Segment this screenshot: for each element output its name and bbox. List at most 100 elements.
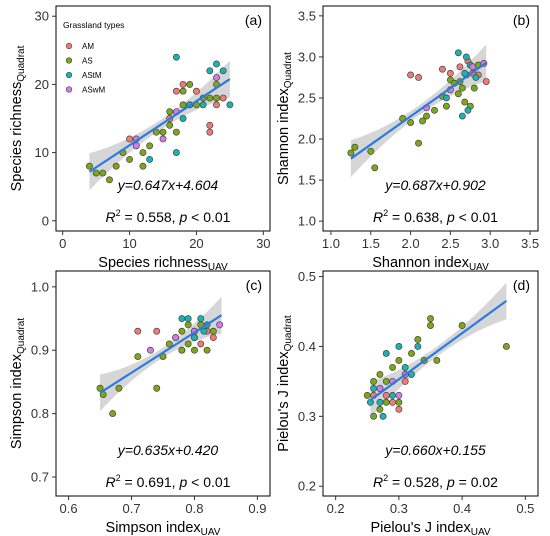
y-axis-title: Simpson indexQuadrat bbox=[9, 318, 27, 449]
data-point bbox=[200, 327, 208, 335]
data-point bbox=[99, 169, 107, 177]
data-point bbox=[178, 327, 186, 335]
data-point bbox=[206, 94, 214, 102]
panel-d: 0.2 0.3 0.4 0.5 0.2 0.3 0.4 0.5 Pielou's J index… bbox=[276, 269, 539, 536]
x-tick-label: 0.2 bbox=[327, 501, 345, 516]
x-tick-label: 20 bbox=[189, 236, 203, 251]
x-tick-label: 1.5 bbox=[362, 236, 380, 251]
data-point bbox=[438, 65, 446, 73]
data-point bbox=[376, 398, 384, 406]
panel-border bbox=[322, 270, 539, 497]
data-point bbox=[126, 135, 134, 143]
x-axis-title: Simpson indexUAV bbox=[106, 520, 221, 536]
data-point bbox=[197, 315, 205, 322]
data-point bbox=[371, 164, 379, 172]
legend-label: AStM bbox=[82, 71, 102, 80]
panel-label: (c) bbox=[246, 277, 262, 293]
data-point bbox=[146, 346, 154, 354]
data-point bbox=[92, 169, 100, 177]
data-point bbox=[106, 176, 113, 184]
panel-border bbox=[322, 5, 539, 232]
data-point bbox=[153, 384, 161, 392]
panel-label: (b) bbox=[513, 12, 530, 28]
fit-statistics: R2 = 0.638, p < 0.01 bbox=[373, 208, 498, 225]
data-point bbox=[191, 334, 198, 341]
y-tick-label: 0.5 bbox=[298, 269, 316, 284]
data-point bbox=[213, 101, 220, 109]
data-point bbox=[199, 101, 207, 109]
data-point bbox=[347, 149, 355, 157]
legend: Grassland types AM AS AStM ASwM bbox=[63, 20, 124, 95]
data-point bbox=[414, 343, 422, 350]
x-axis-title: Species richnessUAV bbox=[98, 255, 228, 273]
data-point bbox=[132, 142, 140, 150]
legend-label: ASwM bbox=[82, 86, 105, 95]
data-point bbox=[389, 363, 397, 371]
data-point bbox=[370, 377, 378, 385]
data-point bbox=[159, 128, 167, 136]
data-point bbox=[502, 343, 510, 350]
y-tick-label: 1.0 bbox=[31, 279, 49, 294]
data-point bbox=[139, 162, 147, 170]
data-point bbox=[213, 94, 220, 102]
regression-equation: y=0.687x+0.902 bbox=[384, 177, 486, 193]
data-point bbox=[427, 315, 434, 322]
data-point bbox=[184, 315, 192, 322]
data-point bbox=[139, 149, 147, 157]
data-point bbox=[213, 60, 220, 68]
data-point bbox=[370, 384, 378, 392]
legend-swatch bbox=[65, 71, 73, 79]
x-tick-label: 10 bbox=[122, 236, 136, 251]
data-point bbox=[85, 162, 93, 170]
data-point bbox=[389, 398, 397, 406]
data-point bbox=[172, 149, 180, 157]
regression-line bbox=[350, 61, 487, 160]
data-point bbox=[172, 334, 180, 341]
y-tick-label: 0.9 bbox=[31, 343, 49, 358]
data-point bbox=[219, 67, 227, 75]
data-point bbox=[382, 398, 390, 406]
data-point bbox=[456, 63, 464, 71]
regression-equation: y=0.647x+4.604 bbox=[117, 177, 219, 193]
data-point bbox=[179, 87, 187, 95]
data-point bbox=[414, 336, 422, 343]
data-point bbox=[458, 84, 466, 92]
y-tick-label: 2.5 bbox=[298, 90, 316, 105]
data-point bbox=[433, 356, 441, 364]
data-point bbox=[115, 384, 123, 392]
data-point bbox=[442, 94, 450, 102]
x-tick-label: 3.0 bbox=[481, 236, 499, 251]
data-point bbox=[395, 405, 403, 413]
data-point bbox=[226, 101, 234, 109]
data-point bbox=[219, 94, 227, 102]
y-tick-label: 0.7 bbox=[31, 469, 49, 484]
y-tick-label: 1.0 bbox=[298, 214, 316, 229]
y-axis-title: Species richnessQuadrat bbox=[9, 45, 27, 191]
data-point bbox=[462, 53, 470, 61]
data-point bbox=[431, 106, 438, 114]
data-point bbox=[454, 49, 462, 57]
panel-label: (a) bbox=[245, 12, 262, 28]
data-point bbox=[112, 162, 120, 170]
regression-line bbox=[369, 300, 508, 401]
data-point bbox=[206, 67, 214, 75]
data-point bbox=[458, 322, 466, 329]
y-tick-label: 3.0 bbox=[298, 49, 316, 64]
data-point bbox=[401, 377, 409, 385]
data-point bbox=[370, 412, 378, 420]
data-point bbox=[191, 346, 198, 354]
data-point bbox=[134, 353, 142, 361]
data-point bbox=[179, 101, 187, 109]
data-point bbox=[166, 121, 174, 129]
x-tick-label: 0.5 bbox=[516, 501, 534, 516]
data-point bbox=[407, 119, 415, 127]
data-point bbox=[472, 73, 480, 81]
regression-line bbox=[88, 78, 231, 173]
panel-border bbox=[55, 270, 271, 497]
data-point bbox=[464, 106, 472, 114]
panel-b: 1.0 1.5 2.0 2.5 3.0 3.5 1.0 1.5 2.0 2.5 3.0 3.5 Shan… bbox=[276, 5, 539, 273]
legend-label: AM bbox=[82, 42, 94, 51]
data-point bbox=[382, 377, 390, 385]
y-tick-label: 20 bbox=[35, 77, 49, 92]
